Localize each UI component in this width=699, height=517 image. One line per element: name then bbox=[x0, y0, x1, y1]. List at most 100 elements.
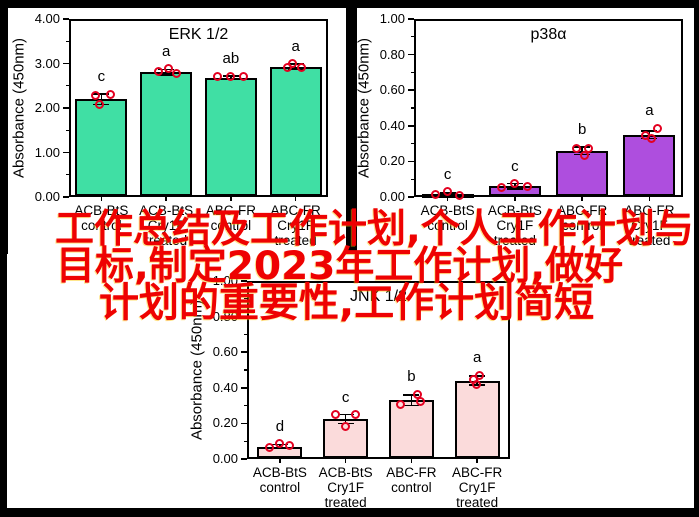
p38-data-point bbox=[646, 133, 656, 143]
erk-errbar-line-1 bbox=[100, 93, 103, 105]
jnk-ytick bbox=[241, 387, 247, 389]
jnk-errbar-cap-bottom-1 bbox=[271, 447, 288, 450]
jnk-ytick bbox=[241, 422, 247, 425]
erk-errbar-cap-top-1 bbox=[93, 93, 110, 95]
jnk-errbar-cap-top-3 bbox=[403, 394, 420, 396]
jnk-errbar-cap-top-2 bbox=[337, 413, 354, 416]
p38-ytick-minor bbox=[410, 143, 414, 145]
erk-data-point bbox=[94, 99, 104, 109]
p38-ytick-minor bbox=[410, 71, 414, 73]
p38-data-point bbox=[431, 189, 441, 199]
jnk-ytick bbox=[241, 315, 247, 318]
p38-data-point bbox=[652, 123, 662, 133]
erk-xtick bbox=[100, 197, 103, 201]
p38-data-point bbox=[571, 143, 581, 153]
jnk-ytick-minor bbox=[243, 298, 247, 300]
p38-ytick bbox=[408, 89, 414, 91]
p38-ytick bbox=[408, 125, 414, 127]
erk-ytick-label: 0.00 bbox=[34, 189, 60, 204]
erk-data-point bbox=[297, 62, 307, 72]
p38-xtick bbox=[581, 197, 583, 201]
erk-bar-4 bbox=[269, 66, 322, 196]
p38-xtick bbox=[514, 197, 516, 201]
erk-ytick-minor bbox=[65, 129, 69, 131]
jnk-xtick bbox=[410, 459, 413, 463]
erk-data-point bbox=[163, 64, 173, 74]
p38-ytick-label: 0.20 bbox=[379, 153, 405, 169]
jnk-data-point bbox=[471, 379, 481, 389]
p38-xcat-1: ACB-BtS control bbox=[420, 203, 475, 233]
jnk-ytick bbox=[241, 458, 247, 460]
jnk-ytick-label: 0.80 bbox=[212, 308, 238, 324]
p38-title: p38α bbox=[530, 26, 567, 43]
jnk-ytick bbox=[241, 280, 247, 282]
erk-data-point bbox=[153, 67, 163, 76]
erk-ytick-minor bbox=[65, 85, 69, 87]
jnk-data-point bbox=[331, 410, 341, 419]
p38-ytick-minor bbox=[410, 178, 414, 180]
erk-bar-1 bbox=[75, 99, 128, 196]
erk-sig-letter-3: ab bbox=[222, 49, 240, 67]
erk-sig-letter-1: c bbox=[97, 67, 106, 85]
p38-xcat-4: ABC-FR Cry1F treated bbox=[624, 203, 675, 248]
erk-xtick bbox=[230, 197, 232, 201]
p38-ytick-label: 0.40 bbox=[379, 117, 405, 133]
erk-sig-letter-2: a bbox=[161, 42, 171, 60]
erk-ytick bbox=[63, 151, 69, 154]
p38-data-point bbox=[455, 190, 465, 200]
jnk-sig-letter-3: b bbox=[407, 368, 416, 386]
p38-data-point bbox=[443, 187, 453, 197]
p38-data-point bbox=[497, 182, 507, 192]
p38-ytick-label: 0.00 bbox=[379, 189, 405, 204]
erk-xtick bbox=[165, 197, 167, 201]
p38-xcat-3: ABC-FR control bbox=[557, 203, 608, 233]
erk-xtick bbox=[294, 197, 297, 201]
p38-ytick bbox=[408, 196, 414, 198]
jnk-ytick-minor bbox=[243, 369, 247, 371]
p38-data-point bbox=[510, 179, 520, 189]
erk-data-point bbox=[171, 68, 181, 78]
jnk-data-point bbox=[415, 396, 425, 406]
jnk-ytick-label: 0.60 bbox=[212, 344, 238, 360]
p38-sig-letter-1: c bbox=[443, 165, 452, 183]
erk-ytick-minor bbox=[65, 174, 69, 176]
p38-sig-letter-4: a bbox=[645, 102, 654, 120]
watermark-line-1: 工作总结及工作计划,个人工作计划与 bbox=[55, 207, 694, 252]
jnk-xtick bbox=[476, 459, 478, 463]
erk-title: ERK 1/2 bbox=[168, 26, 229, 43]
jnk-data-point bbox=[395, 400, 405, 410]
erk-ytick-label: 2.00 bbox=[34, 100, 60, 115]
p38-ytick-minor bbox=[410, 107, 414, 109]
p38-xcat-2: ACB-BtS Cry1F treated bbox=[487, 203, 542, 248]
p38-errbar-cap-top-4 bbox=[641, 130, 658, 132]
erk-bar-2 bbox=[140, 72, 193, 196]
erk-ytick-label: 4.00 bbox=[34, 11, 60, 26]
jnk-ytick-label: 0.40 bbox=[212, 379, 238, 395]
jnk-xcat-4: ABC-FR Cry1F treated bbox=[452, 465, 503, 510]
jnk-ytick-minor bbox=[243, 440, 247, 442]
p38-ytick bbox=[408, 18, 414, 20]
p38-errbar-cap-top-3 bbox=[574, 146, 591, 148]
p38-ytick-label: 1.00 bbox=[379, 11, 405, 26]
jnk-xtick bbox=[279, 459, 281, 463]
erk-data-point bbox=[213, 72, 223, 82]
erk-ytick bbox=[63, 196, 69, 198]
jnk-errbar-line-2 bbox=[344, 414, 347, 424]
jnk-ytick-label: 0.00 bbox=[212, 451, 238, 466]
erk-xcat-2: ACB-BtS Cry1F treated bbox=[139, 203, 194, 248]
jnk-ytick-minor bbox=[243, 333, 247, 335]
jnk-ytick-label: 0.20 bbox=[212, 415, 238, 431]
erk-data-point bbox=[283, 62, 293, 72]
p38-xtick bbox=[446, 197, 449, 201]
jnk-xcat-1: ACB-BtS control bbox=[252, 465, 307, 495]
p38-data-point bbox=[523, 181, 533, 191]
erk-xcat-3: ABC-FR control bbox=[205, 203, 256, 233]
p38-xtick bbox=[648, 197, 651, 201]
p38-ytick-label: 0.60 bbox=[379, 82, 405, 98]
erk-ytick-label: 1.00 bbox=[34, 144, 60, 160]
jnk-ytick-label: 1.00 bbox=[212, 273, 238, 288]
p38-ytick-label: 0.80 bbox=[379, 46, 405, 62]
jnk-title: JNK 1/2 bbox=[350, 288, 407, 305]
jnk-errbar-line-3 bbox=[410, 394, 413, 406]
erk-ytick-label: 3.00 bbox=[34, 55, 60, 71]
